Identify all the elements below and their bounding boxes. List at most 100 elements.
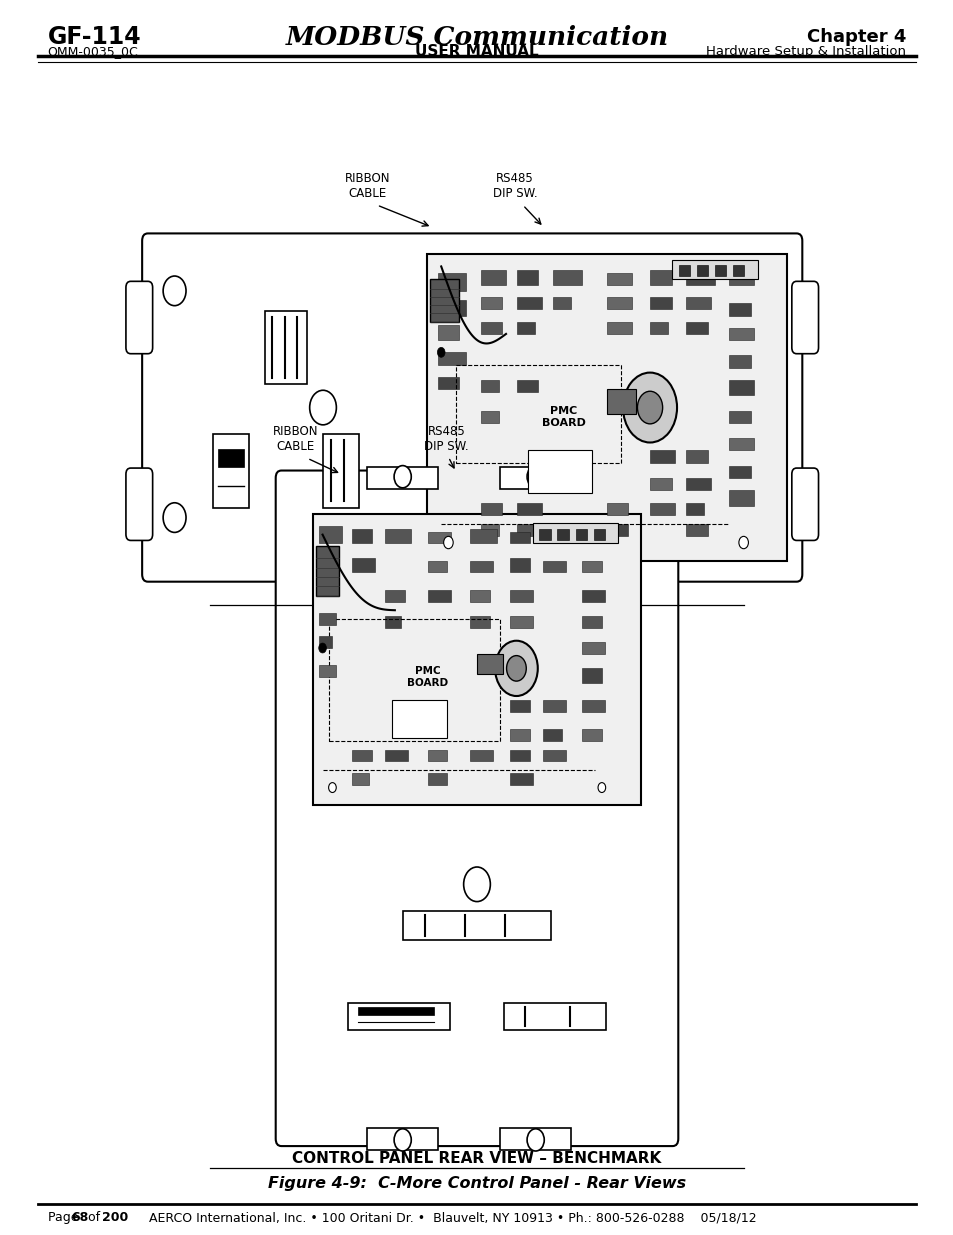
Bar <box>581 642 604 653</box>
Circle shape <box>310 390 336 425</box>
Bar <box>728 380 754 395</box>
Bar <box>728 356 750 368</box>
Bar <box>437 377 458 389</box>
Bar <box>352 750 372 762</box>
Bar <box>348 1003 449 1030</box>
Text: CONTROL PANEL REAR VIEW – KC1000: CONTROL PANEL REAR VIEW – KC1000 <box>314 588 639 603</box>
Bar <box>437 325 458 340</box>
Circle shape <box>328 783 335 793</box>
Bar <box>527 451 592 494</box>
Circle shape <box>436 347 444 357</box>
Bar <box>732 264 743 275</box>
FancyBboxPatch shape <box>791 282 818 353</box>
Bar <box>357 1008 434 1015</box>
Circle shape <box>163 275 186 305</box>
Bar <box>427 561 447 573</box>
Bar <box>649 503 675 515</box>
Bar <box>538 529 550 541</box>
Bar <box>319 636 332 648</box>
Circle shape <box>394 1129 411 1151</box>
Bar <box>581 532 604 543</box>
Bar <box>427 750 447 762</box>
Text: CONTROL PANEL REAR VIEW – BENCHMARK: CONTROL PANEL REAR VIEW – BENCHMARK <box>292 1151 661 1166</box>
Bar <box>581 616 601 627</box>
Bar <box>437 300 466 315</box>
Bar <box>402 910 551 941</box>
Text: Hardware Setup & Installation: Hardware Setup & Installation <box>705 46 905 58</box>
Bar <box>319 561 338 573</box>
Text: 200: 200 <box>102 1212 129 1224</box>
Bar <box>542 529 568 543</box>
Bar <box>606 273 632 285</box>
Text: PMC
BOARD: PMC BOARD <box>407 667 448 688</box>
Text: RS485
DIP SW.: RS485 DIP SW. <box>424 425 468 453</box>
Bar <box>509 590 533 601</box>
Bar <box>315 546 338 595</box>
Bar <box>367 1128 437 1150</box>
Bar <box>509 773 533 784</box>
Bar <box>470 529 497 543</box>
Bar <box>728 410 750 422</box>
Bar <box>480 298 502 310</box>
Bar <box>509 532 529 543</box>
Bar <box>480 380 498 393</box>
Bar <box>313 514 640 805</box>
Bar <box>217 448 244 467</box>
Bar <box>542 700 565 711</box>
Bar <box>437 273 466 291</box>
Bar <box>542 561 565 573</box>
Bar <box>685 524 707 536</box>
Circle shape <box>739 536 748 548</box>
Bar <box>542 730 562 741</box>
Bar <box>696 264 707 275</box>
Bar <box>426 254 786 561</box>
Bar <box>728 466 750 478</box>
Text: MODBUS Communication: MODBUS Communication <box>285 25 668 49</box>
Bar <box>552 269 581 285</box>
Circle shape <box>163 503 186 532</box>
Bar <box>649 269 671 285</box>
Circle shape <box>622 373 677 442</box>
Text: RIBBON
CABLE: RIBBON CABLE <box>344 172 390 200</box>
Circle shape <box>758 275 781 305</box>
Bar <box>714 264 725 275</box>
Bar <box>517 524 541 536</box>
Text: Figure 4-9:  C-More Control Panel - Rear Views: Figure 4-9: C-More Control Panel - Rear … <box>268 1176 685 1191</box>
Text: 68: 68 <box>71 1212 89 1224</box>
Text: AERCO International, Inc. • 100 Oritani Dr. •  Blauvelt, NY 10913 • Ph.: 800-526: AERCO International, Inc. • 100 Oritani … <box>129 1212 756 1224</box>
Bar <box>728 304 750 315</box>
Bar <box>509 750 529 762</box>
Bar <box>319 666 335 677</box>
Bar <box>517 269 537 285</box>
Bar <box>480 503 502 515</box>
Bar <box>430 279 458 321</box>
Bar <box>581 668 601 683</box>
Bar <box>517 380 537 393</box>
Bar <box>649 451 675 463</box>
Bar <box>470 561 493 573</box>
FancyBboxPatch shape <box>791 468 818 541</box>
Bar <box>533 522 618 543</box>
Circle shape <box>637 391 662 424</box>
Bar <box>352 558 375 573</box>
Bar <box>542 750 565 762</box>
Text: GF-114: GF-114 <box>48 25 141 49</box>
Circle shape <box>526 466 543 488</box>
Bar <box>385 529 411 543</box>
Text: OMM-0035_0C: OMM-0035_0C <box>48 46 138 58</box>
Bar <box>500 467 570 489</box>
Bar <box>264 311 306 384</box>
Bar <box>593 529 604 541</box>
Bar <box>385 616 401 627</box>
Text: RIBBON
CABLE: RIBBON CABLE <box>273 425 318 453</box>
Bar <box>319 526 342 543</box>
Bar <box>480 410 498 422</box>
Bar <box>427 773 447 784</box>
Circle shape <box>443 536 453 548</box>
Bar <box>685 321 707 333</box>
Bar <box>476 653 503 674</box>
Bar <box>671 261 758 279</box>
Bar <box>575 529 586 541</box>
Bar <box>606 321 632 333</box>
Circle shape <box>318 643 326 653</box>
